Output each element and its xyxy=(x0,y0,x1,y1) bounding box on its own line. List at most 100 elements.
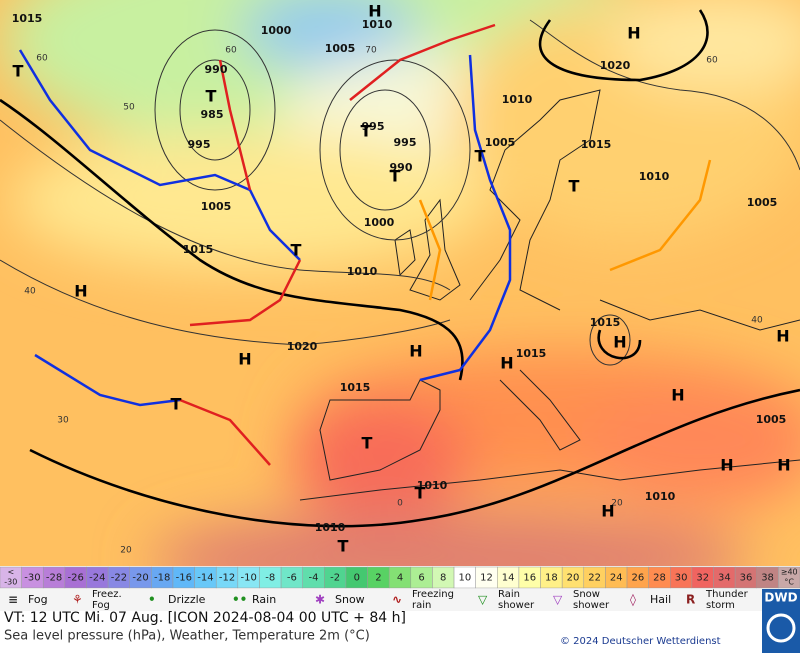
isobar-label: 1010 xyxy=(639,170,670,183)
pressure-center: T xyxy=(475,147,486,166)
logo-mark xyxy=(766,613,796,643)
isobar-label: 1015 xyxy=(183,243,214,256)
pressure-center: H xyxy=(777,456,790,475)
scale-label: < xyxy=(7,568,14,577)
isobar-label: 995 xyxy=(362,120,385,133)
legend-label: Freez. xyxy=(92,589,122,600)
color-scale: <-30 -30 -28 -26 -24 -22 -20 -18 -16 -14 -12 -10 -8-… xyxy=(0,566,800,589)
isobar-label: 995 xyxy=(394,136,417,149)
scale-label: -24 xyxy=(89,573,105,584)
isobar-label: 1010 xyxy=(502,93,533,106)
isobar-label: 995 xyxy=(188,138,211,151)
pressure-center: H xyxy=(238,350,251,369)
pressure-center: T xyxy=(13,62,24,81)
scale-label: °C xyxy=(784,578,794,587)
legend-icon: ≡ xyxy=(8,593,18,607)
isobar-label: 1020 xyxy=(600,59,631,72)
pressure-center: T xyxy=(338,537,349,556)
scale-label: 38 xyxy=(761,573,774,584)
pressure-center: T xyxy=(569,177,580,196)
legend-label: Fog xyxy=(28,593,48,606)
map-field xyxy=(0,0,800,566)
scale-label: -20 xyxy=(132,573,148,584)
description: Sea level pressure (hPa), Weather, Tempe… xyxy=(4,629,370,644)
scale-label: 6 xyxy=(418,573,424,584)
pressure-center: T xyxy=(390,167,401,186)
pressure-center: T xyxy=(415,484,426,503)
isobar-label: 985 xyxy=(201,108,224,121)
pressure-center: H xyxy=(500,354,513,373)
isobars xyxy=(0,19,800,366)
scale-label: 2 xyxy=(375,573,381,584)
scale-label: 28 xyxy=(653,573,666,584)
pressure-center: H xyxy=(409,342,422,361)
legend-label: shower xyxy=(498,600,535,611)
scale-label: -8 xyxy=(265,573,275,584)
isobar-label: 1015 xyxy=(340,381,371,394)
major-isobars xyxy=(0,9,800,528)
isobar-label: 1015 xyxy=(590,316,621,329)
isobar-label: 1015 xyxy=(12,12,43,25)
scale-label: -2 xyxy=(330,573,340,584)
legend-icon: ◊ xyxy=(630,593,636,607)
isobar-label: 1005 xyxy=(201,200,232,213)
legend-icon: ⚘ xyxy=(72,593,83,607)
scale-label: 22 xyxy=(588,573,601,584)
scale-label: -22 xyxy=(111,573,127,584)
scale-label: 8 xyxy=(440,573,446,584)
legend-label: Drizzle xyxy=(168,593,206,606)
scale-label: ≥40 xyxy=(781,568,798,577)
scale-label: 4 xyxy=(397,573,403,584)
pressure-center: H xyxy=(671,386,684,405)
legend-label: rain xyxy=(412,600,431,611)
isotherm-label: 30 xyxy=(57,416,69,426)
pressure-center: H xyxy=(74,282,87,301)
scale-label: -18 xyxy=(154,573,170,584)
scale-label: 14 xyxy=(502,573,515,584)
legend-background xyxy=(0,589,762,611)
scale-label: 32 xyxy=(696,573,709,584)
isobar-label: 1010 xyxy=(417,479,448,492)
legend-icon: R xyxy=(686,593,695,607)
scale-label: -30 xyxy=(4,578,17,587)
copyright: © 2024 Deutscher Wetterdienst xyxy=(560,636,721,647)
scale-label: -30 xyxy=(24,573,40,584)
scale-label: -14 xyxy=(197,573,213,584)
scale-label: 18 xyxy=(545,573,558,584)
legend-label: storm xyxy=(706,600,735,611)
scale-label: -10 xyxy=(240,573,256,584)
isobar-label: 1010 xyxy=(362,18,393,31)
pressure-center: T xyxy=(361,122,372,141)
isobar-label: 990 xyxy=(390,161,413,174)
isobar-label: 1010 xyxy=(315,521,346,534)
legend-icon: • xyxy=(148,593,156,607)
legend-icon: •• xyxy=(232,593,247,607)
pressure-center: H xyxy=(776,327,789,346)
isotherm-label: 40 xyxy=(24,287,36,297)
legend-label: Freezing xyxy=(412,589,454,600)
pressure-center: H xyxy=(368,2,381,21)
isotherm-label: 70 xyxy=(365,46,377,56)
coastlines xyxy=(299,89,800,501)
pressure-center: T xyxy=(171,395,182,414)
scale-label: 36 xyxy=(740,573,753,584)
scale-label: -28 xyxy=(46,573,62,584)
legend-icon: ▽ xyxy=(553,593,563,607)
scale-label: 34 xyxy=(718,573,731,584)
isobar-label: 1005 xyxy=(325,42,356,55)
isobar-label: 1005 xyxy=(756,413,787,426)
isobar-label: 1005 xyxy=(485,136,516,149)
isotherm-label: 20 xyxy=(611,499,623,509)
scale-label: 24 xyxy=(610,573,623,584)
scale-label: -12 xyxy=(219,573,235,584)
isotherm-label: 60 xyxy=(706,56,718,66)
isobar-label: 1010 xyxy=(347,265,378,278)
legend-label: Thunder xyxy=(705,589,749,600)
scale-label: 26 xyxy=(631,573,644,584)
pressure-center: H xyxy=(601,502,614,521)
pressure-center: H xyxy=(720,456,733,475)
isobar-label: 1000 xyxy=(261,24,292,37)
legend-icon: ▽ xyxy=(478,593,488,607)
